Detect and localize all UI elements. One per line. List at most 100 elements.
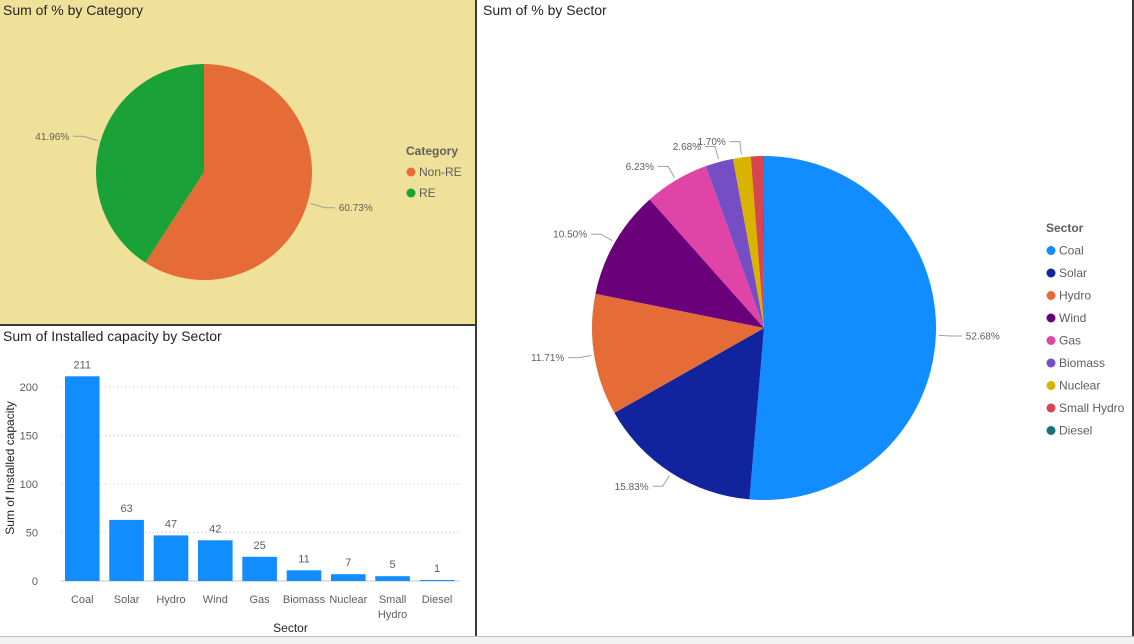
y-axis-title: Sum of Installed capacity <box>3 401 17 534</box>
sector-pie-slice-hydro[interactable] <box>591 293 764 413</box>
bar-solar[interactable] <box>109 519 144 581</box>
sector-pie-legend-item-gas[interactable]: Gas <box>1046 334 1082 348</box>
sector-pie-data-label: 15.83% <box>615 482 649 493</box>
x-tick-label: Diesel <box>422 594 453 606</box>
bar-data-label: 5 <box>390 559 396 571</box>
sector-pie-panel[interactable]: Sum of % by Sector 52.68% 15.83% 11.71% 10.… <box>477 0 1134 637</box>
sector-pie-legend-item-wind[interactable]: Wind <box>1046 311 1087 325</box>
x-tick-label: Coal <box>71 594 94 606</box>
sector-pie-legend-marker <box>1046 381 1056 390</box>
bar-biomass[interactable] <box>286 570 322 581</box>
bar-data-label: 42 <box>209 523 221 535</box>
x-tick-label: Gas <box>250 594 271 606</box>
bar-hydro[interactable] <box>153 535 189 581</box>
x-tick-label: Hydro <box>378 609 407 621</box>
category-pie-panel[interactable]: Sum of % by Category 60.73% 41.96% Categor… <box>0 0 477 326</box>
bar-data-label: 25 <box>253 540 265 552</box>
bar-small-hydro[interactable] <box>375 576 410 581</box>
sector-pie-legend-label: Diesel <box>1059 424 1092 438</box>
sector-pie-legend-marker <box>1046 246 1056 255</box>
bar-coal[interactable] <box>65 376 100 581</box>
category-pie-leader-line <box>310 202 335 209</box>
bar-wind[interactable] <box>198 540 233 581</box>
sector-pie-legend-title: Sector <box>1046 221 1084 235</box>
sector-pie-title: Sum of % by Sector <box>483 2 607 18</box>
sector-pie-data-label: 2.68% <box>673 142 701 153</box>
sector-pie-legend-label: Hydro <box>1059 289 1091 303</box>
sector-pie-legend-item-solar[interactable]: Solar <box>1046 266 1088 280</box>
sector-pie-legend-marker <box>1046 426 1056 435</box>
sector-pie-leader-line <box>591 233 613 242</box>
capacity-bar-panel[interactable]: Sum of Installed capacity by Sector 0 50 1… <box>0 326 477 637</box>
sector-pie-legend-label: Solar <box>1059 266 1087 280</box>
capacity-bar-title: Sum of Installed capacity by Sector <box>3 328 222 344</box>
sector-pie-legend-marker <box>1046 336 1056 345</box>
sector-pie-leader-line <box>658 165 676 178</box>
category-pie-slice-re[interactable] <box>96 64 204 263</box>
sector-pie-legend-marker <box>1046 268 1056 278</box>
sector-pie-slice-coal[interactable] <box>749 156 937 500</box>
sector-pie-slice-solar[interactable] <box>614 328 764 500</box>
x-tick-label: Nuclear <box>329 594 367 606</box>
sector-pie-legend-item-coal[interactable]: Coal <box>1046 244 1084 258</box>
sector-pie-legend-item-nuclear[interactable]: Nuclear <box>1046 379 1101 393</box>
category-pie-data-label: 41.96% <box>35 132 69 143</box>
category-pie-legend-label: Non-RE <box>419 165 462 179</box>
y-tick-label: 0 <box>32 576 38 588</box>
sector-pie-legend-item-diesel[interactable]: Diesel <box>1046 424 1093 438</box>
x-tick-label: Biomass <box>283 594 326 606</box>
category-pie-chart[interactable]: 60.73% 41.96% Category Non-RE RE <box>0 0 477 326</box>
x-tick-label: Wind <box>203 594 228 606</box>
bar-data-label: 1 <box>434 563 440 575</box>
sector-pie-leader-line <box>938 334 962 337</box>
capacity-bar-chart[interactable]: 0 50 100 150 200 211 Coal 63 Solar 47 Hydro 42 Wind 2… <box>0 326 477 637</box>
sector-pie-leader-line <box>705 146 719 160</box>
sector-pie-slice-biomass[interactable] <box>705 158 764 328</box>
x-tick-label: Small <box>379 594 407 606</box>
sector-pie-legend-label: Small Hydro <box>1059 401 1125 415</box>
sector-pie-legend-marker <box>1046 313 1056 323</box>
y-tick-label: 200 <box>20 382 38 394</box>
x-tick-label: Solar <box>114 594 140 606</box>
sector-pie-leader-line <box>652 475 671 487</box>
bar-gas[interactable] <box>242 556 277 582</box>
category-pie-legend-marker <box>406 167 416 177</box>
bar-data-label: 211 <box>74 359 92 371</box>
category-pie-legend-item-re[interactable]: RE <box>406 186 436 200</box>
bar-data-label: 47 <box>165 518 177 530</box>
sector-pie-legend-item-biomass[interactable]: Biomass <box>1046 356 1106 370</box>
sector-pie-legend-item-small-hydro[interactable]: Small Hydro <box>1046 401 1125 415</box>
sector-pie-legend-marker <box>1046 403 1056 413</box>
bar-diesel[interactable] <box>419 580 455 581</box>
sector-pie-slice-nuclear[interactable] <box>732 156 764 328</box>
sector-pie-slice-wind[interactable] <box>595 199 764 328</box>
x-tick-label: Hydro <box>156 594 185 606</box>
sector-pie-data-label: 11.71% <box>531 353 564 364</box>
sector-pie-data-label: 10.50% <box>553 230 587 241</box>
sector-pie-data-label: 52.68% <box>966 332 1000 343</box>
sector-pie-leader-line <box>568 355 592 359</box>
sector-pie-legend-marker <box>1046 291 1056 300</box>
sector-pie-slice-small-hydro[interactable] <box>750 156 764 328</box>
sector-pie-legend-label: Coal <box>1059 244 1084 258</box>
sector-pie-data-label: 6.23% <box>626 162 654 173</box>
category-pie-legend-item-non-re[interactable]: Non-RE <box>406 165 462 179</box>
category-pie-title: Sum of % by Category <box>3 2 144 18</box>
sector-pie-legend-label: Wind <box>1059 311 1086 325</box>
sector-pie-chart[interactable]: 52.68% 15.83% 11.71% 10.50% 6.23% 2.68%1.70% S… <box>477 0 1134 637</box>
category-pie-legend-label: RE <box>419 186 436 200</box>
bar-data-label: 7 <box>345 557 351 569</box>
sector-pie-data-label: 1.70% <box>697 137 725 148</box>
sector-pie-legend-label: Biomass <box>1059 356 1105 370</box>
sector-pie-slice-gas[interactable] <box>649 166 764 328</box>
bar-nuclear[interactable] <box>331 574 366 581</box>
sector-pie-legend-label: Gas <box>1059 334 1081 348</box>
bar-data-label: 11 <box>298 553 309 565</box>
category-pie-data-label: 60.73% <box>339 203 373 214</box>
page-bottom-edge <box>0 636 1134 644</box>
category-pie-slice-non-re[interactable] <box>145 64 313 280</box>
category-pie-legend-title: Category <box>406 144 458 158</box>
sector-pie-leader-line <box>729 141 742 155</box>
y-tick-label: 150 <box>20 431 38 443</box>
sector-pie-legend-item-hydro[interactable]: Hydro <box>1046 289 1092 303</box>
